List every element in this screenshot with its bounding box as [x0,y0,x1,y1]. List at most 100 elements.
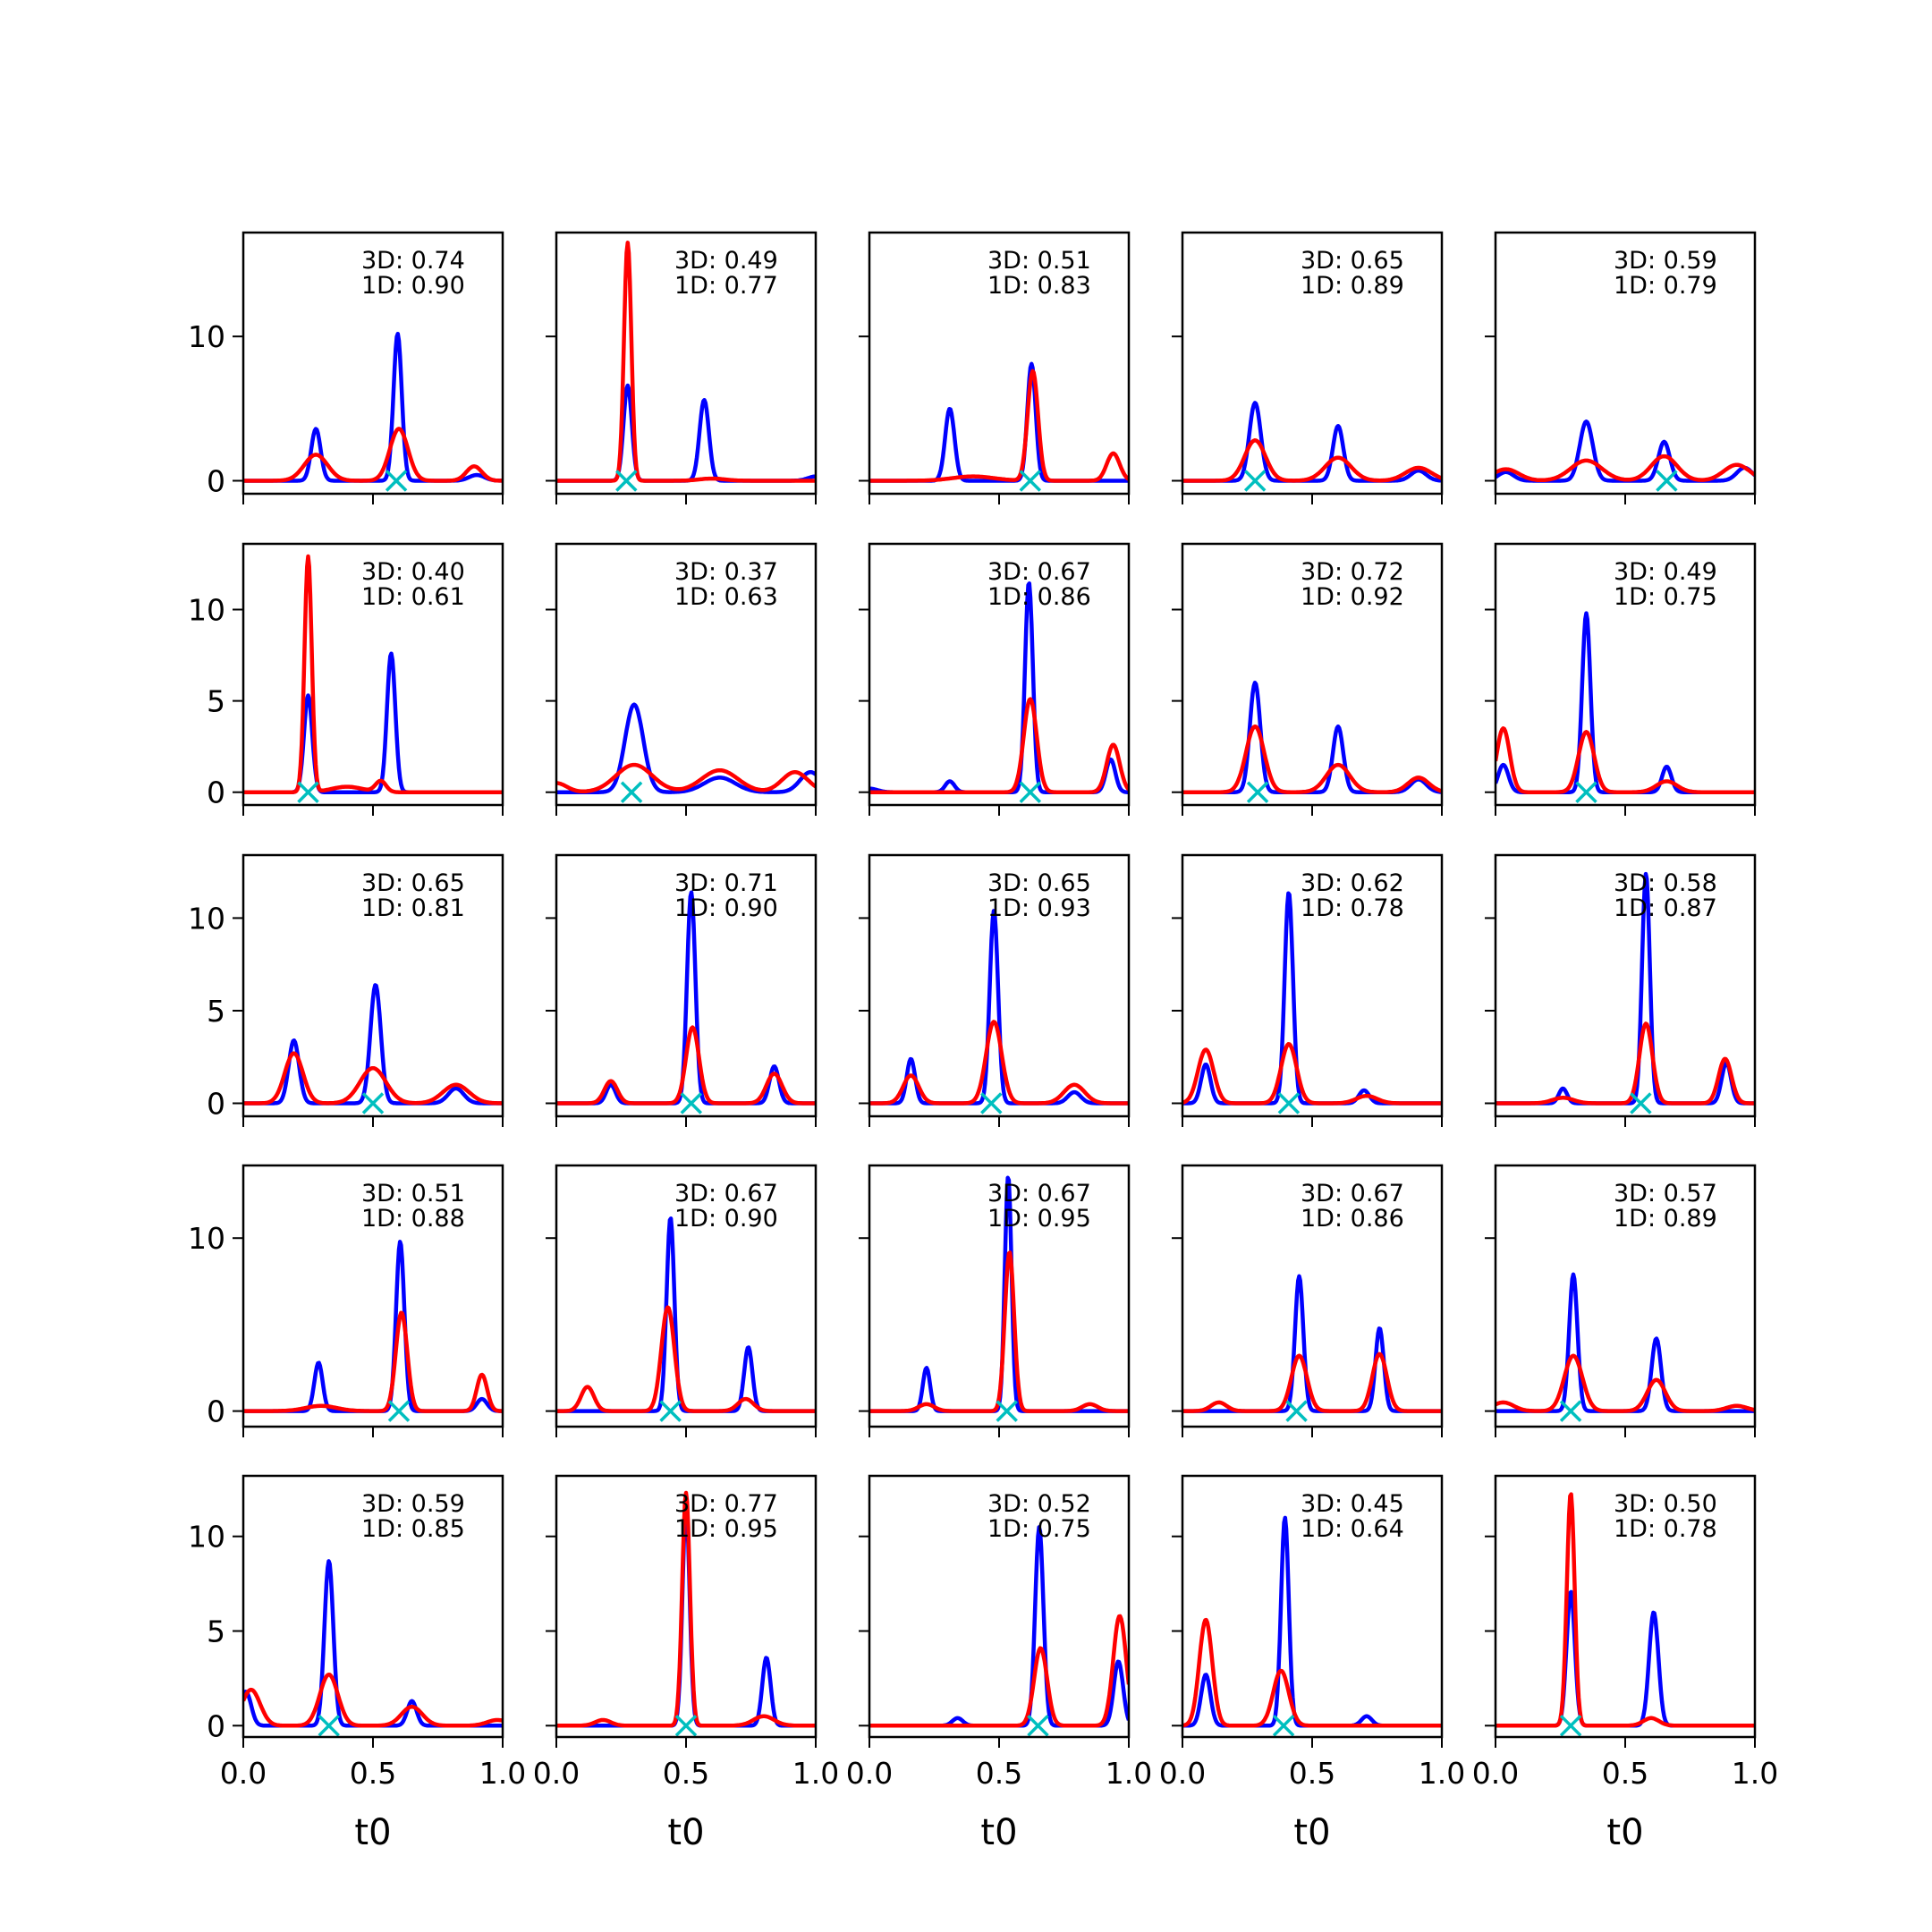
series-3d-line [1182,891,1442,1106]
score-1d-label: 1D: 0.75 [1614,583,1717,611]
y-tick-label: 10 [188,1520,225,1555]
score-3d-label: 3D: 0.37 [674,558,778,586]
score-1d-label: 1D: 0.89 [1301,272,1404,300]
series-3d-line [1496,1589,1755,1728]
score-1d-label: 1D: 0.83 [987,272,1091,300]
score-1d-label: 1D: 0.90 [674,1205,778,1233]
series-3d-line [869,361,1129,483]
y-tick-label: 10 [188,1221,225,1256]
series-1d-line [1182,1042,1442,1106]
x-tick-label: 1.0 [479,1756,526,1791]
series-1d-line [1182,724,1442,794]
x-tick-label: 0.5 [1289,1756,1335,1791]
x-axis-title: t0 [667,1812,704,1853]
score-1d-label: 1D: 0.75 [987,1515,1091,1543]
score-1d-label: 1D: 0.81 [361,894,465,922]
series-1d-line [243,427,503,483]
series-1d-line [1182,438,1442,483]
score-1d-label: 1D: 0.88 [361,1205,465,1233]
score-1d-label: 1D: 0.61 [361,583,465,611]
marker-x [1630,1092,1652,1114]
score-3d-label: 3D: 0.49 [674,247,778,275]
y-tick-label: 10 [188,901,225,936]
score-3d-label: 3D: 0.62 [1301,869,1404,897]
score-3d-label: 3D: 0.51 [987,247,1091,275]
score-3d-label: 3D: 0.50 [1614,1490,1717,1518]
marker-x [1272,1715,1295,1737]
score-3d-label: 3D: 0.77 [674,1490,778,1518]
series-3d-line [243,651,503,794]
x-tick-label: 1.0 [1732,1756,1778,1791]
score-3d-label: 3D: 0.52 [987,1490,1091,1518]
series-1d-line [243,1310,503,1413]
score-1d-label: 1D: 0.78 [1614,1515,1717,1543]
score-1d-label: 1D: 0.78 [1301,894,1404,922]
score-3d-label: 3D: 0.40 [361,558,465,586]
series-1d-line [1496,1492,1755,1728]
score-1d-label: 1D: 0.90 [674,894,778,922]
score-3d-label: 3D: 0.67 [987,558,1091,586]
y-tick-label: 0 [207,1087,225,1122]
x-tick-label: 0.5 [350,1756,396,1791]
series-1d-line [556,1490,816,1728]
score-3d-label: 3D: 0.71 [674,869,778,897]
score-3d-label: 3D: 0.74 [361,247,465,275]
series-3d-line [243,983,503,1106]
series-1d-line [1182,1352,1442,1413]
marker-x [674,1715,698,1737]
x-axis-title: t0 [354,1812,391,1853]
series-3d-line [1496,1272,1755,1413]
marker-x [1246,781,1269,803]
y-tick-label: 10 [188,593,225,628]
x-tick-label: 0.0 [1159,1756,1206,1791]
x-tick-label: 0.0 [846,1756,893,1791]
marker-x [615,470,638,492]
score-1d-label: 1D: 0.87 [1614,894,1717,922]
score-3d-label: 3D: 0.67 [1301,1180,1404,1208]
series-1d-line [1496,726,1755,794]
score-1d-label: 1D: 0.86 [1301,1205,1404,1233]
x-tick-label: 0.5 [663,1756,709,1791]
series-3d-line [1496,419,1755,483]
x-tick-label: 1.0 [1419,1756,1465,1791]
series-3d-line [556,383,816,483]
x-tick-label: 0.5 [976,1756,1022,1791]
series-3d-line [1182,401,1442,483]
score-1d-label: 1D: 0.86 [987,583,1091,611]
y-tick-label: 5 [207,994,225,1029]
marker-x [1277,1092,1301,1114]
x-tick-label: 0.0 [220,1756,267,1791]
series-1d-line [556,762,816,794]
series-1d-line [1496,453,1755,483]
score-1d-label: 1D: 0.95 [987,1205,1091,1233]
series-3d-line [556,702,816,794]
score-3d-label: 3D: 0.65 [361,869,465,897]
series-1d-line [556,1025,816,1106]
score-1d-label: 1D: 0.89 [1614,1205,1717,1233]
marker-x [297,781,319,803]
score-3d-label: 3D: 0.59 [1614,247,1717,275]
marker-x [1575,781,1597,803]
x-tick-label: 0.5 [1602,1756,1648,1791]
marker-x [1019,470,1042,492]
score-1d-label: 1D: 0.93 [987,894,1091,922]
series-3d-line [1182,1515,1442,1728]
series-1d-line [556,241,816,483]
x-tick-label: 1.0 [1106,1756,1152,1791]
marker-x [659,1400,682,1422]
series-1d-line [869,369,1129,483]
score-3d-label: 3D: 0.65 [987,869,1091,897]
marker-x [1656,470,1678,492]
marker-x [387,1400,411,1422]
marker-x [1019,781,1042,803]
marker-x [996,1400,1018,1422]
marker-x [1027,1715,1049,1737]
marker-x [385,470,408,492]
marker-x [1285,1400,1308,1422]
series-1d-line [243,554,503,794]
x-tick-label: 0.0 [533,1756,580,1791]
marker-x [620,781,643,803]
score-3d-label: 3D: 0.59 [361,1490,465,1518]
x-axis-title: t0 [1606,1812,1643,1853]
series-3d-line [869,581,1129,794]
